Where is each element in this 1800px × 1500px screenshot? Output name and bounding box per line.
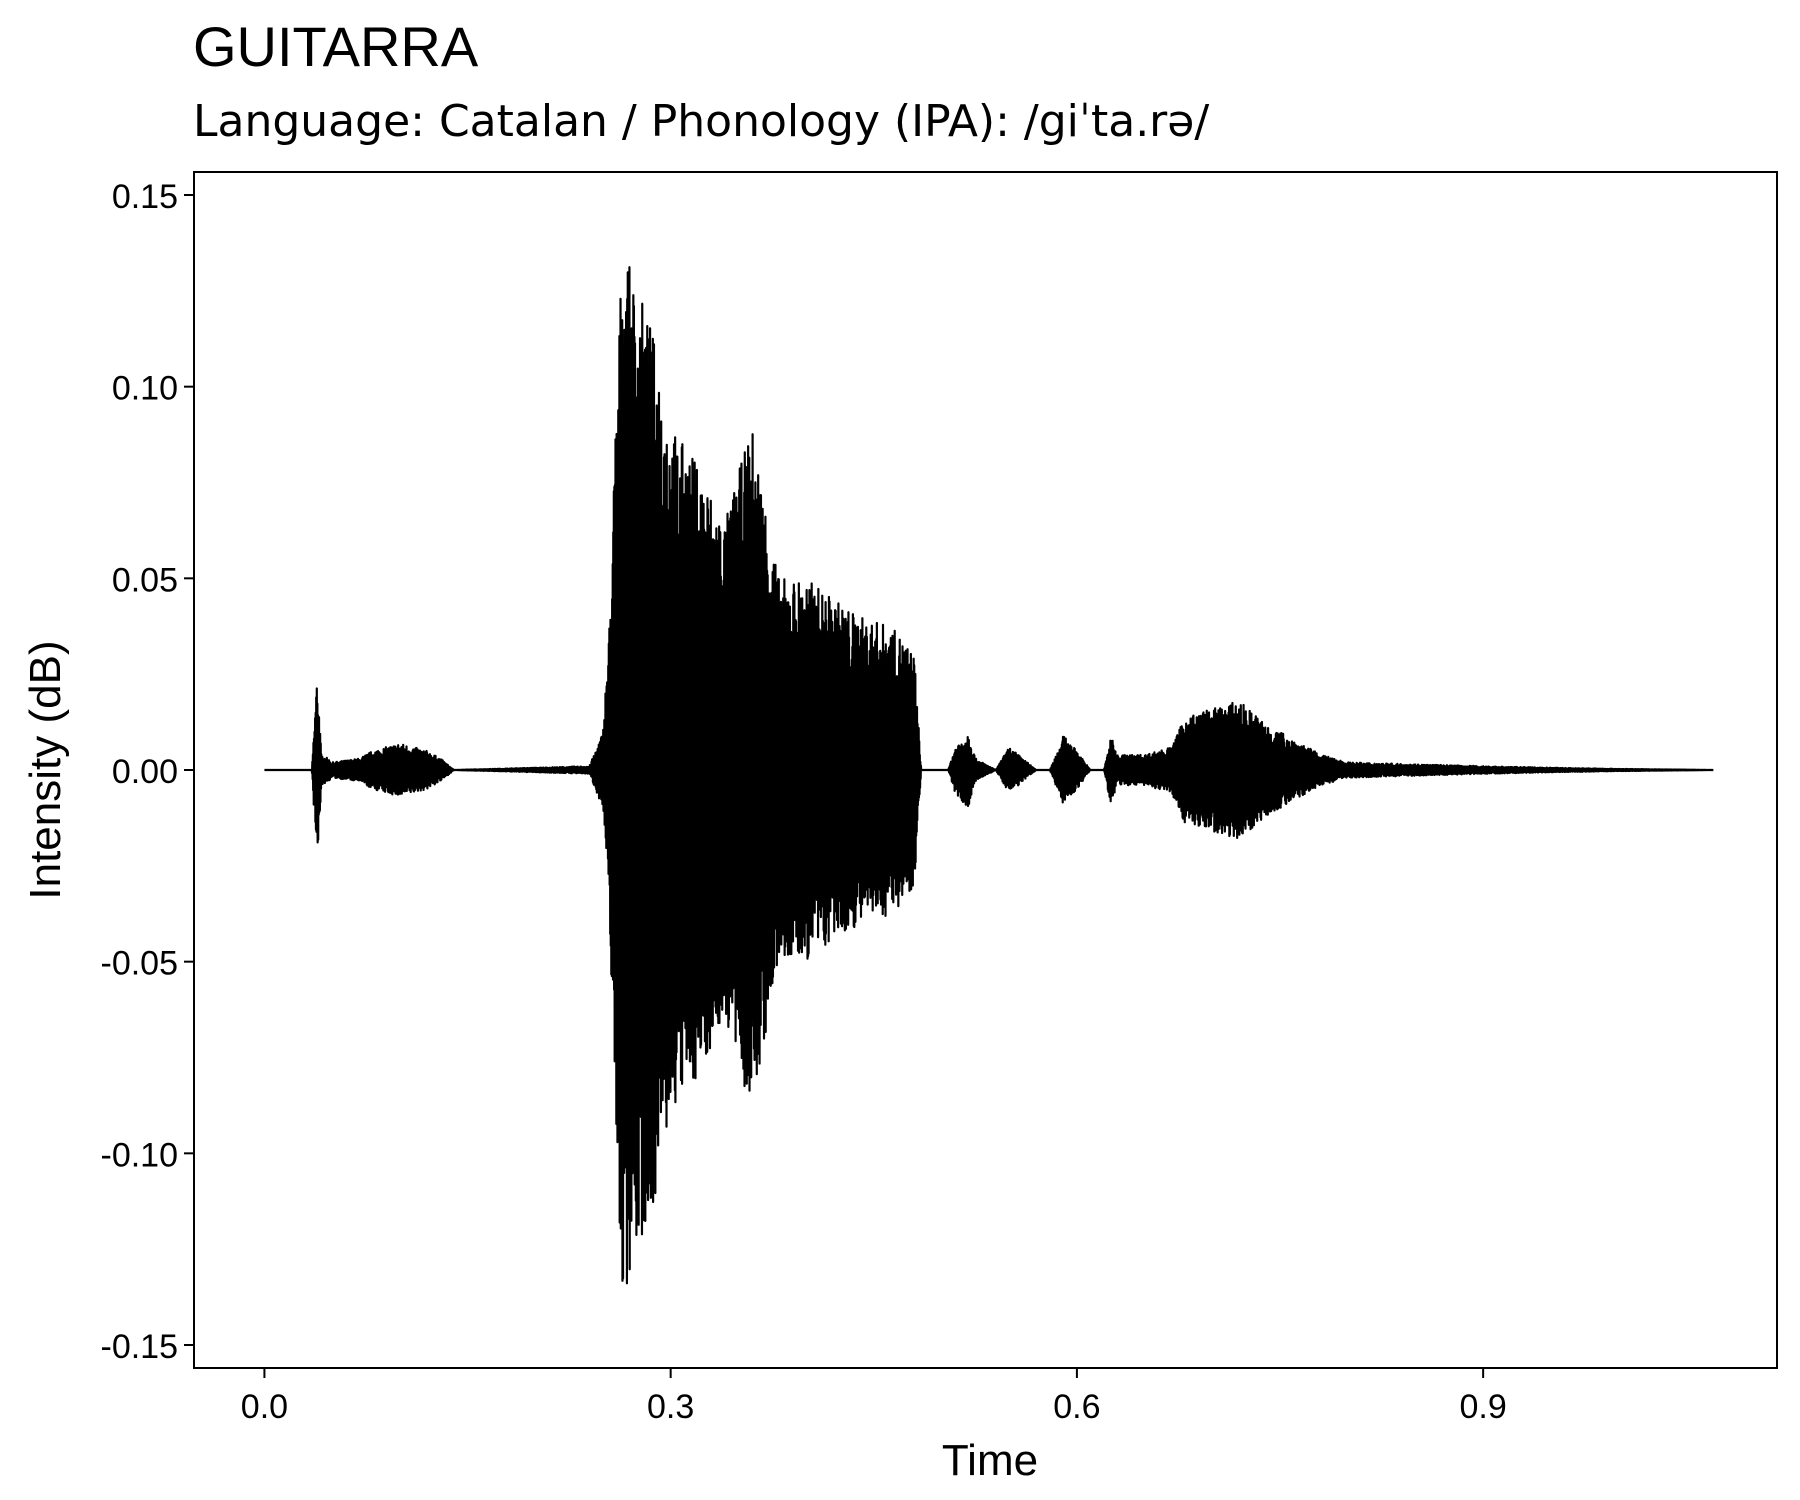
y-tick-label: -0.05 <box>101 945 179 983</box>
x-tick-label: 0.0 <box>241 1388 288 1426</box>
y-tick-label: 0.05 <box>112 561 178 599</box>
y-axis: 0.15 0.10 0.05 0.00 -0.05 -0.10 -0.15 <box>101 178 194 1366</box>
y-tick-label: 0.15 <box>112 178 178 216</box>
y-tick-label: -0.10 <box>101 1136 179 1174</box>
x-tick-label: 0.9 <box>1460 1388 1507 1426</box>
y-tick-label: 0.10 <box>112 370 178 408</box>
x-tick-label: 0.3 <box>647 1388 694 1426</box>
chart-subtitle: Language: Catalan / Phonology (IPA): /gi… <box>193 96 1210 147</box>
x-tick-label: 0.6 <box>1053 1388 1100 1426</box>
x-axis: 0.0 0.3 0.6 0.9 <box>241 1368 1507 1426</box>
y-axis-label: Intensity (dB) <box>21 640 70 899</box>
y-tick-label: 0.00 <box>112 753 178 791</box>
y-tick-label: -0.15 <box>101 1328 179 1366</box>
x-axis-label: Time <box>942 1436 1038 1485</box>
waveform-line <box>263 266 1715 1285</box>
chart-title: GUITARRA <box>193 15 479 78</box>
plot-area <box>263 266 1715 1285</box>
